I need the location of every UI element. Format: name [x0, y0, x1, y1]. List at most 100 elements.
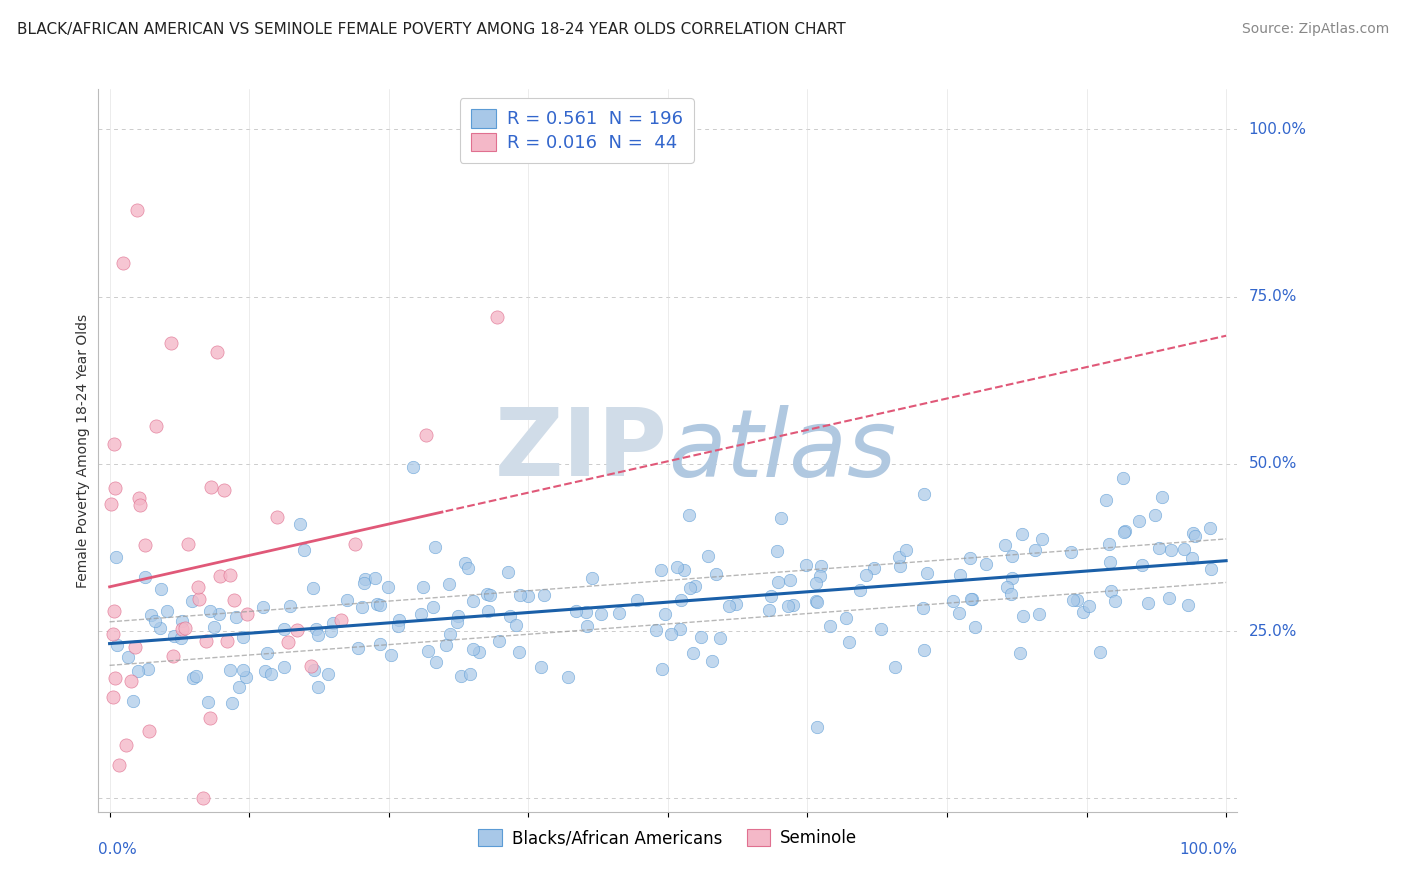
- Point: [942, 594, 965, 608]
- Point: [679, 581, 702, 595]
- Point: [322, 615, 344, 630]
- Point: [654, 607, 676, 622]
- Point: [1199, 521, 1222, 535]
- Point: [607, 606, 630, 620]
- Point: [1012, 608, 1035, 623]
- Point: [589, 607, 612, 622]
- Point: [195, 633, 218, 648]
- Point: [889, 558, 911, 573]
- Point: [963, 619, 986, 633]
- Point: [307, 681, 329, 695]
- Point: [995, 580, 1018, 594]
- Point: [862, 561, 884, 575]
- Text: ZIP: ZIP: [495, 404, 668, 497]
- Point: [200, 603, 222, 617]
- Point: [912, 487, 935, 501]
- Point: [232, 663, 254, 677]
- Point: [1010, 646, 1032, 660]
- Point: [766, 574, 789, 589]
- Point: [1062, 593, 1084, 607]
- Point: [103, 627, 125, 641]
- Point: [1201, 561, 1223, 575]
- Point: [100, 497, 122, 511]
- Point: [254, 665, 277, 679]
- Point: [959, 592, 981, 607]
- Point: [994, 538, 1017, 552]
- Point: [516, 589, 538, 603]
- Point: [1095, 492, 1118, 507]
- Point: [318, 666, 340, 681]
- Point: [1114, 524, 1136, 538]
- Point: [415, 428, 437, 442]
- Point: [1011, 527, 1033, 541]
- Point: [235, 607, 257, 622]
- Point: [1112, 471, 1135, 485]
- Point: [235, 670, 257, 684]
- Point: [143, 615, 166, 629]
- Point: [669, 623, 692, 637]
- Point: [505, 618, 527, 632]
- Point: [806, 595, 828, 609]
- Point: [120, 674, 142, 689]
- Point: [107, 758, 129, 772]
- Point: [127, 202, 149, 217]
- Point: [439, 577, 461, 591]
- Point: [380, 648, 402, 663]
- Point: [285, 623, 308, 637]
- Point: [557, 670, 579, 684]
- Point: [766, 544, 789, 558]
- Point: [509, 589, 531, 603]
- Text: BLACK/AFRICAN AMERICAN VS SEMINOLE FEMALE POVERTY AMONG 18-24 YEAR OLDS CORRELAT: BLACK/AFRICAN AMERICAN VS SEMINOLE FEMAL…: [17, 22, 845, 37]
- Text: 100.0%: 100.0%: [1249, 122, 1306, 136]
- Point: [434, 638, 457, 652]
- Point: [103, 436, 125, 450]
- Point: [1099, 583, 1122, 598]
- Point: [488, 634, 510, 648]
- Point: [162, 648, 184, 663]
- Point: [181, 672, 204, 686]
- Point: [225, 609, 247, 624]
- Point: [666, 559, 689, 574]
- Point: [176, 537, 198, 551]
- Point: [883, 660, 905, 674]
- Point: [461, 594, 484, 608]
- Point: [453, 556, 475, 570]
- Point: [232, 630, 254, 644]
- Point: [368, 637, 391, 651]
- Y-axis label: Female Poverty Among 18-24 Year Olds: Female Poverty Among 18-24 Year Olds: [76, 313, 90, 588]
- Point: [1024, 543, 1046, 558]
- Point: [111, 256, 134, 270]
- Point: [1031, 533, 1053, 547]
- Point: [169, 632, 191, 646]
- Point: [117, 650, 139, 665]
- Point: [200, 480, 222, 494]
- Point: [224, 593, 246, 607]
- Point: [645, 623, 668, 637]
- Point: [150, 582, 173, 596]
- Point: [160, 336, 183, 351]
- Legend: Blacks/African Americans, Seminole: Blacks/African Americans, Seminole: [471, 822, 865, 854]
- Point: [401, 460, 423, 475]
- Point: [412, 580, 434, 594]
- Point: [149, 621, 172, 635]
- Point: [1071, 605, 1094, 619]
- Point: [1001, 571, 1024, 585]
- Point: [475, 586, 498, 600]
- Point: [221, 696, 243, 710]
- Point: [446, 615, 468, 629]
- Point: [1112, 525, 1135, 540]
- Text: Source: ZipAtlas.com: Source: ZipAtlas.com: [1241, 22, 1389, 37]
- Point: [354, 572, 377, 586]
- Point: [690, 630, 713, 644]
- Point: [696, 549, 718, 564]
- Point: [128, 498, 150, 512]
- Point: [682, 646, 704, 660]
- Point: [1157, 591, 1180, 605]
- Point: [184, 668, 207, 682]
- Point: [1177, 598, 1199, 612]
- Point: [252, 600, 274, 615]
- Point: [301, 581, 323, 595]
- Point: [170, 623, 193, 637]
- Point: [1181, 550, 1204, 565]
- Point: [228, 680, 250, 694]
